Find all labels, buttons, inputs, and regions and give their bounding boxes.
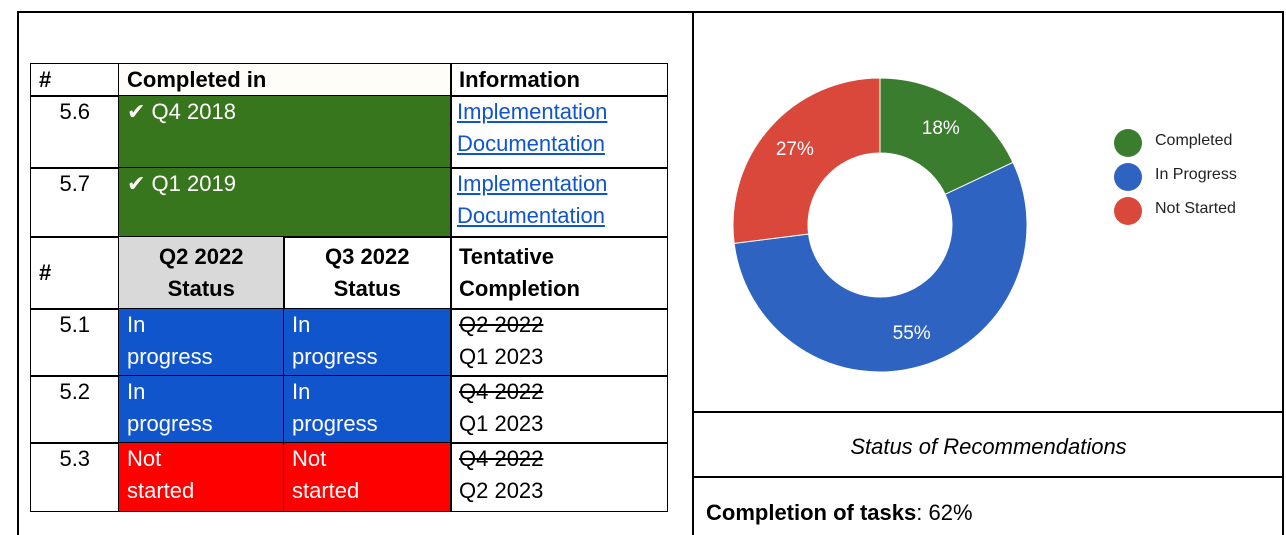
frame-right [1282,11,1284,535]
frame-divider [692,11,694,535]
doc-link[interactable]: Documentation [457,203,605,228]
donut-chart: 18% 55% 27% Completed In Progress Not Started [732,77,1237,373]
frame-left [17,11,19,535]
doc-link[interactable]: Implementation [457,99,608,124]
frame-rule [693,411,1283,413]
legend-swatch [1114,163,1142,191]
row-id: 5.7 [30,167,120,238]
slice [879,77,1014,196]
status-text: In progress [127,312,213,369]
completion-cell: Q4 2022 Q1 2023 [450,375,668,444]
header-text: # [39,259,52,285]
header-text: Q3 2022 Status [325,243,410,301]
old-date: Q4 2022 [459,379,544,404]
info-cell: Implementation Documentation [450,167,668,238]
old-date: Q2 2022 [459,312,544,337]
slice-label: 55% [893,323,931,344]
chart-caption: Status of Recommendations [850,434,1127,459]
new-date: Q2 2023 [459,478,544,503]
old-date: Q4 2022 [459,446,544,471]
slice [733,161,1028,373]
frame-rule [693,476,1283,478]
status-text: Not started [127,446,195,503]
status-text: Not started [292,446,360,503]
slice-label: 27% [776,139,814,160]
legend-label: In Progress [1155,166,1237,183]
slice [732,77,881,244]
status-cell: In progress [118,308,285,377]
status-cell: Not started [118,442,285,512]
legend-swatch [1114,197,1142,225]
status-text: In progress [292,312,378,369]
frame-top [18,11,1284,13]
header-cell: Tentative Completion [450,236,668,310]
status-cell: Not started [283,442,452,512]
status-cell: In progress [118,375,285,444]
legend-label: Not Started [1155,200,1236,217]
completion: Completion of tasks: 62% [706,500,973,526]
row-id: 5.3 [30,442,120,512]
completion-text: : 62% [916,500,973,525]
header-cell: Q2 2022 Status [118,236,285,310]
header-cell: Information [450,63,668,97]
legend-label: Completed [1155,132,1232,149]
status-text: In progress [127,379,213,436]
completed-cell: ✔ Q1 2019 [118,167,452,238]
status-text: In progress [292,379,378,436]
completion-cell: Q2 2022 Q1 2023 [450,308,668,377]
doc-link[interactable]: Documentation [457,131,605,156]
slice-label: 18% [922,118,960,139]
status-cell: In progress [283,308,452,377]
completion-cell: Q4 2022 Q2 2023 [450,442,668,512]
legend-swatch [1114,129,1142,157]
completion-label: Completion of tasks [706,500,917,525]
new-date: Q1 2023 [459,344,544,369]
new-date: Q1 2023 [459,411,544,436]
header-text: Tentative Completion [459,243,580,301]
header-text: Q2 2022 Status [159,243,244,301]
info-cell: Implementation Documentation [450,95,668,169]
doc-link[interactable]: Implementation [457,171,608,196]
header-cell: Q3 2022 Status [283,236,452,310]
